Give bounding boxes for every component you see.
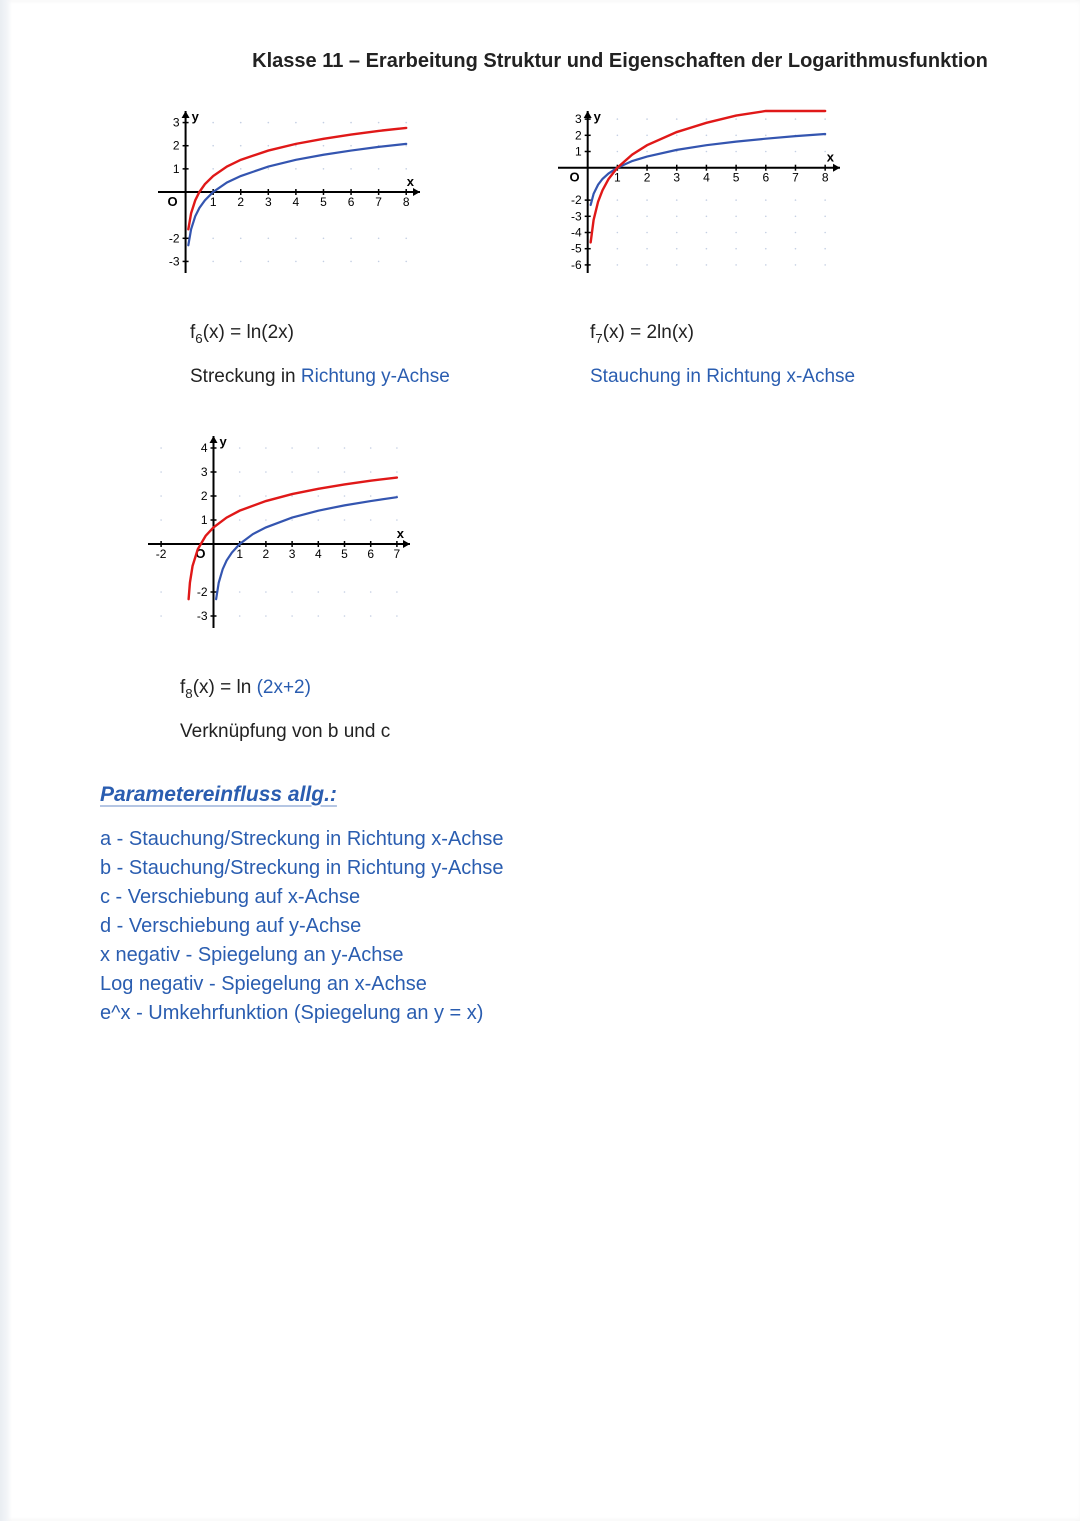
svg-text:5: 5 [320, 195, 327, 209]
chart-2: 1 2 3 4 5 6 7 8 1 2 3 -2 -3 -4 -5 -6 Ox y [530, 103, 850, 283]
params-heading: Parametereinfluss allg.: [100, 783, 1020, 807]
chart-2-formula: f7(x) = 2ln(x) [590, 322, 830, 346]
svg-text:2: 2 [237, 195, 244, 209]
svg-text:-2: -2 [169, 231, 180, 245]
chart-1-caption-prefix: Streckung in [190, 366, 301, 387]
svg-text:8: 8 [822, 171, 829, 185]
svg-text:x: x [407, 174, 415, 189]
chart-3-formula: f8(x) = ln (2x+2) [180, 677, 420, 701]
svg-text:1: 1 [614, 171, 621, 185]
svg-text:3: 3 [289, 547, 296, 561]
params-list: a - Stauchung/Streckung in Richtung x-Ac… [100, 825, 1020, 1028]
svg-text:2: 2 [644, 171, 651, 185]
svg-text:5: 5 [733, 171, 740, 185]
param-line: x negativ - Spiegelung an y-Achse [100, 941, 1020, 970]
svg-text:-3: -3 [571, 209, 582, 223]
document-page: Klasse 11 – Erarbeitung Struktur und Eig… [0, 0, 1080, 1521]
svg-text:5: 5 [341, 547, 348, 561]
svg-text:8: 8 [403, 195, 410, 209]
svg-text:3: 3 [265, 195, 272, 209]
svg-text:4: 4 [201, 441, 208, 455]
chart-1-col: 1 2 3 4 5 6 7 8 1 2 3 -2 -3 Ox y f6(x) = ln(2x) Streck… [130, 103, 430, 388]
param-line: a - Stauchung/Streckung in Richtung x-Ac… [100, 825, 1020, 854]
svg-text:-4: -4 [571, 226, 582, 240]
svg-text:-3: -3 [197, 609, 208, 623]
chart-1-caption-blue: Richtung y-Achse [301, 366, 450, 387]
chart-2-col: 12345678123-2-3-4-5-6Oxy f7(x) = 2ln(x) … [530, 103, 830, 388]
svg-text:4: 4 [315, 547, 322, 561]
svg-text:1: 1 [236, 547, 243, 561]
svg-text:4: 4 [703, 171, 710, 185]
chart-row-2: -212345671234-2-3Oxy f8(x) = ln (2x+2) V… [100, 428, 1020, 743]
svg-text:y: y [594, 109, 602, 124]
svg-text:1: 1 [173, 162, 180, 176]
svg-text:3: 3 [201, 465, 208, 479]
svg-text:-2: -2 [197, 585, 208, 599]
chart-2-caption: Stauchung in Richtung x-Achse [590, 366, 830, 388]
param-line: c - Verschiebung auf x-Achse [100, 883, 1020, 912]
svg-text:-3: -3 [169, 254, 180, 268]
param-line: e^x - Umkehrfunktion (Spiegelung an y = … [100, 999, 1020, 1028]
param-line: b - Stauchung/Streckung in Richtung y-Ac… [100, 854, 1020, 883]
svg-text:O: O [167, 194, 177, 209]
chart-row-1: 1 2 3 4 5 6 7 8 1 2 3 -2 -3 Ox y f6(x) = ln(2x) Streck… [100, 103, 1020, 388]
svg-text:3: 3 [575, 112, 582, 126]
svg-text:6: 6 [348, 195, 355, 209]
svg-text:x: x [397, 526, 405, 541]
svg-text:3: 3 [173, 116, 180, 130]
svg-text:4: 4 [293, 195, 300, 209]
svg-text:1: 1 [575, 145, 582, 159]
svg-text:3: 3 [673, 171, 680, 185]
chart-3-col: -212345671234-2-3Oxy f8(x) = ln (2x+2) V… [120, 428, 420, 743]
svg-text:7: 7 [792, 171, 799, 185]
scanner-edge [0, 0, 12, 1521]
svg-text:2: 2 [575, 128, 582, 142]
svg-text:6: 6 [762, 171, 769, 185]
svg-text:-2: -2 [156, 547, 167, 561]
svg-text:1: 1 [210, 195, 217, 209]
svg-text:O: O [570, 170, 580, 185]
svg-text:6: 6 [367, 547, 374, 561]
svg-text:2: 2 [263, 547, 270, 561]
svg-text:y: y [220, 434, 228, 449]
svg-text:7: 7 [375, 195, 382, 209]
svg-text:2: 2 [201, 489, 208, 503]
svg-text:2: 2 [173, 139, 180, 153]
svg-text:y: y [192, 109, 200, 124]
chart-1: 1 2 3 4 5 6 7 8 1 2 3 -2 -3 Ox y [130, 103, 430, 283]
svg-text:-6: -6 [571, 258, 582, 272]
chart-1-formula: f6(x) = ln(2x) [190, 322, 430, 346]
svg-text:-5: -5 [571, 242, 582, 256]
svg-text:1: 1 [201, 513, 208, 527]
svg-text:x: x [827, 150, 835, 165]
param-line: d - Verschiebung auf y-Achse [100, 912, 1020, 941]
svg-text:7: 7 [394, 547, 401, 561]
chart-3-caption: Verknüpfung von b und c [180, 721, 420, 743]
chart-3: -212345671234-2-3Oxy [120, 428, 420, 638]
chart-1-caption: Streckung in Richtung y-Achse [190, 366, 430, 388]
svg-text:-2: -2 [571, 193, 582, 207]
param-line: Log negativ - Spiegelung an x-Achse [100, 970, 1020, 999]
page-title: Klasse 11 – Erarbeitung Struktur und Eig… [220, 50, 1020, 73]
